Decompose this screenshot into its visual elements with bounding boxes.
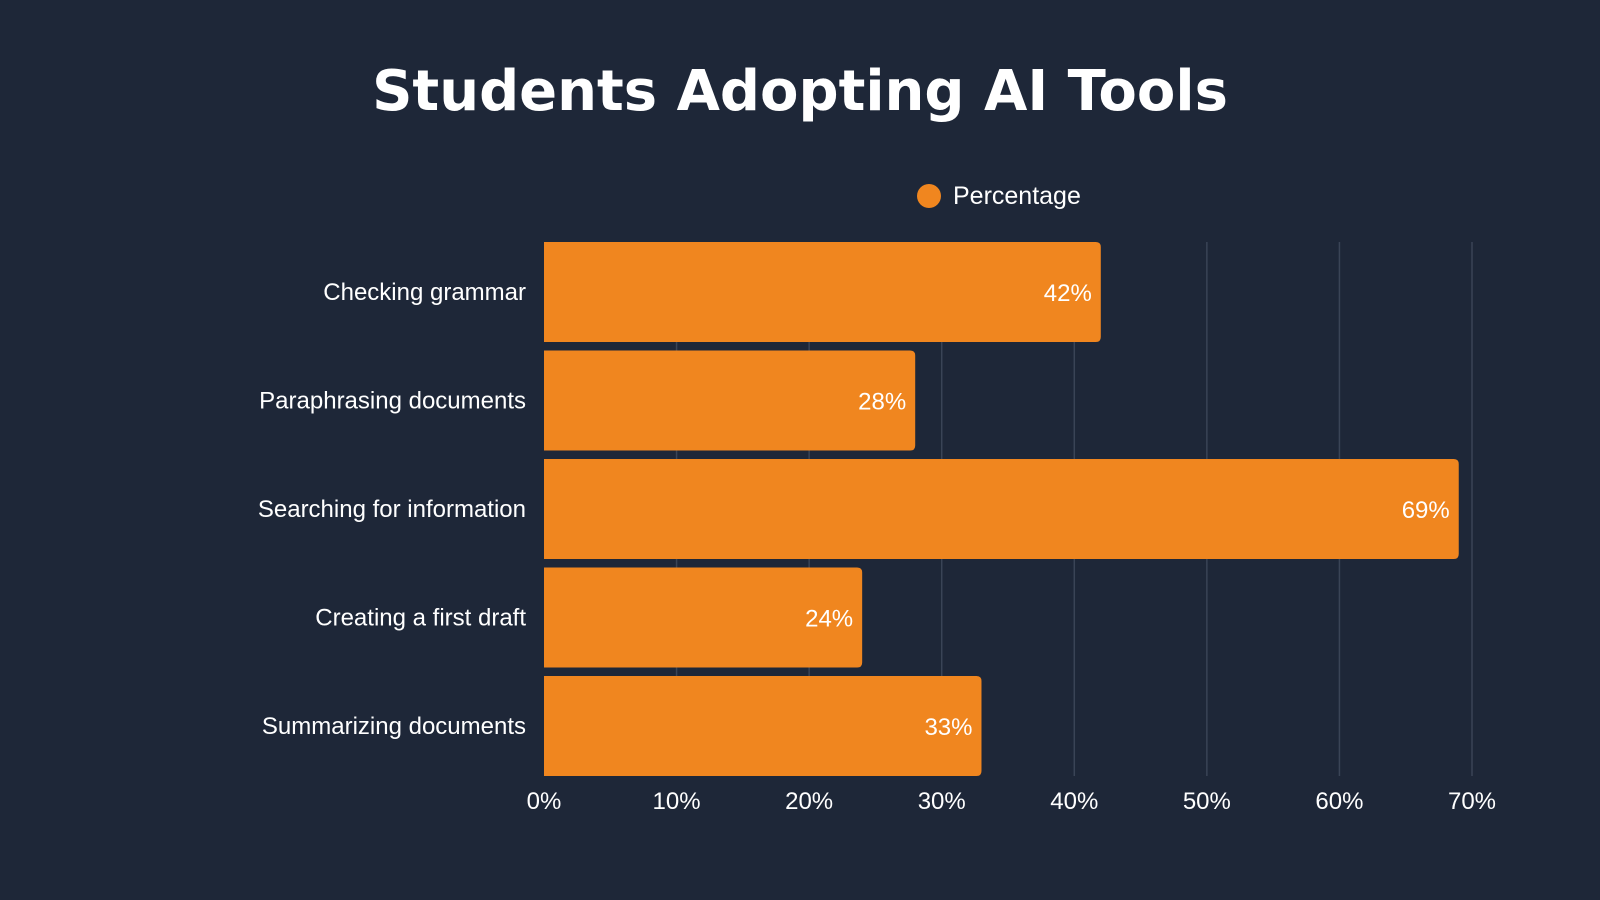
category-label: Creating a first draft: [315, 605, 526, 632]
bar-value-label: 33%: [924, 714, 972, 741]
x-axis-ticks: 0% 10% 20% 30% 40% 50% 60% 70%: [527, 788, 1496, 815]
bar-value-label: 28%: [858, 389, 906, 416]
x-tick-label: 20%: [785, 788, 833, 815]
legend-swatch: [917, 184, 941, 208]
bar: [544, 567, 863, 668]
category-labels: Checking grammar Paraphrasing documents Se…: [258, 279, 526, 740]
category-label: Summarizing documents: [262, 713, 526, 740]
bar-value-label: 42%: [1044, 280, 1092, 307]
bar: [544, 459, 1459, 559]
x-tick-label: 60%: [1315, 788, 1363, 815]
bar: [544, 676, 982, 776]
bars: [544, 242, 1459, 776]
x-tick-label: 40%: [1050, 788, 1098, 815]
x-tick-label: 50%: [1183, 788, 1231, 815]
x-tick-label: 0%: [527, 788, 562, 815]
x-tick-label: 30%: [918, 788, 966, 815]
bar-value-label: 69%: [1402, 497, 1450, 524]
legend: Percentage: [917, 182, 1081, 210]
category-label: Checking grammar: [323, 279, 526, 306]
bar: [544, 350, 916, 451]
bar-value-label: 24%: [805, 606, 853, 633]
x-tick-label: 70%: [1448, 788, 1496, 815]
x-tick-label: 10%: [653, 788, 701, 815]
bar: [544, 242, 1101, 342]
category-label: Paraphrasing documents: [259, 388, 526, 415]
legend-label: Percentage: [953, 182, 1081, 210]
data-labels: 42% 28% 69% 24% 33%: [805, 280, 1450, 741]
chart-title: Students Adopting AI Tools: [372, 59, 1228, 124]
category-label: Searching for information: [258, 496, 526, 523]
